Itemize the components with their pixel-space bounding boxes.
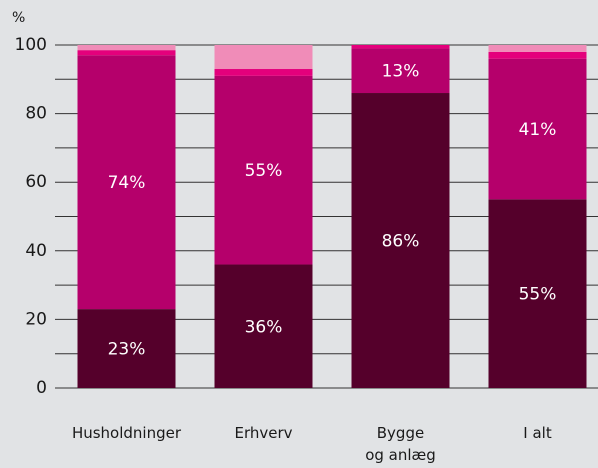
- bar-segment: [77, 45, 176, 51]
- bar-segment: [488, 199, 587, 388]
- bar-segment: [77, 50, 176, 56]
- x-tick-label: I alt: [523, 424, 552, 442]
- data-label: 23%: [108, 340, 146, 360]
- y-tick-label: 20: [25, 309, 47, 329]
- bar-segment: [77, 309, 176, 388]
- data-label: 41%: [519, 120, 557, 140]
- data-label: 13%: [382, 62, 420, 82]
- x-tick-label: Bygge og anlæg: [365, 424, 436, 464]
- bar-segment: [351, 93, 450, 389]
- x-tick-label: Erhverv: [234, 424, 293, 442]
- y-tick-label: 80: [25, 104, 47, 124]
- bar-segment: [214, 45, 313, 70]
- data-label: 36%: [245, 317, 283, 337]
- bar-segment: [214, 264, 313, 388]
- data-label: 55%: [245, 161, 283, 181]
- bar-segment: [488, 51, 587, 59]
- bar-segment: [351, 45, 450, 49]
- bar-segment: [488, 45, 587, 52]
- bar-segment: [488, 58, 587, 200]
- x-tick-label: Husholdninger: [71, 424, 182, 442]
- y-axis-label: %: [12, 10, 25, 26]
- bar-segment: [77, 55, 176, 310]
- y-tick-label: 60: [25, 172, 47, 192]
- y-tick-label: 40: [25, 241, 47, 261]
- y-tick-label: 100: [15, 35, 47, 55]
- bar-segment: [214, 69, 313, 76]
- data-label: 55%: [519, 285, 557, 305]
- bar-segment: [214, 75, 313, 265]
- bar-segment: [351, 48, 450, 94]
- y-tick-label: 0: [36, 378, 47, 398]
- data-label: 74%: [108, 173, 146, 193]
- data-label: 86%: [382, 232, 420, 252]
